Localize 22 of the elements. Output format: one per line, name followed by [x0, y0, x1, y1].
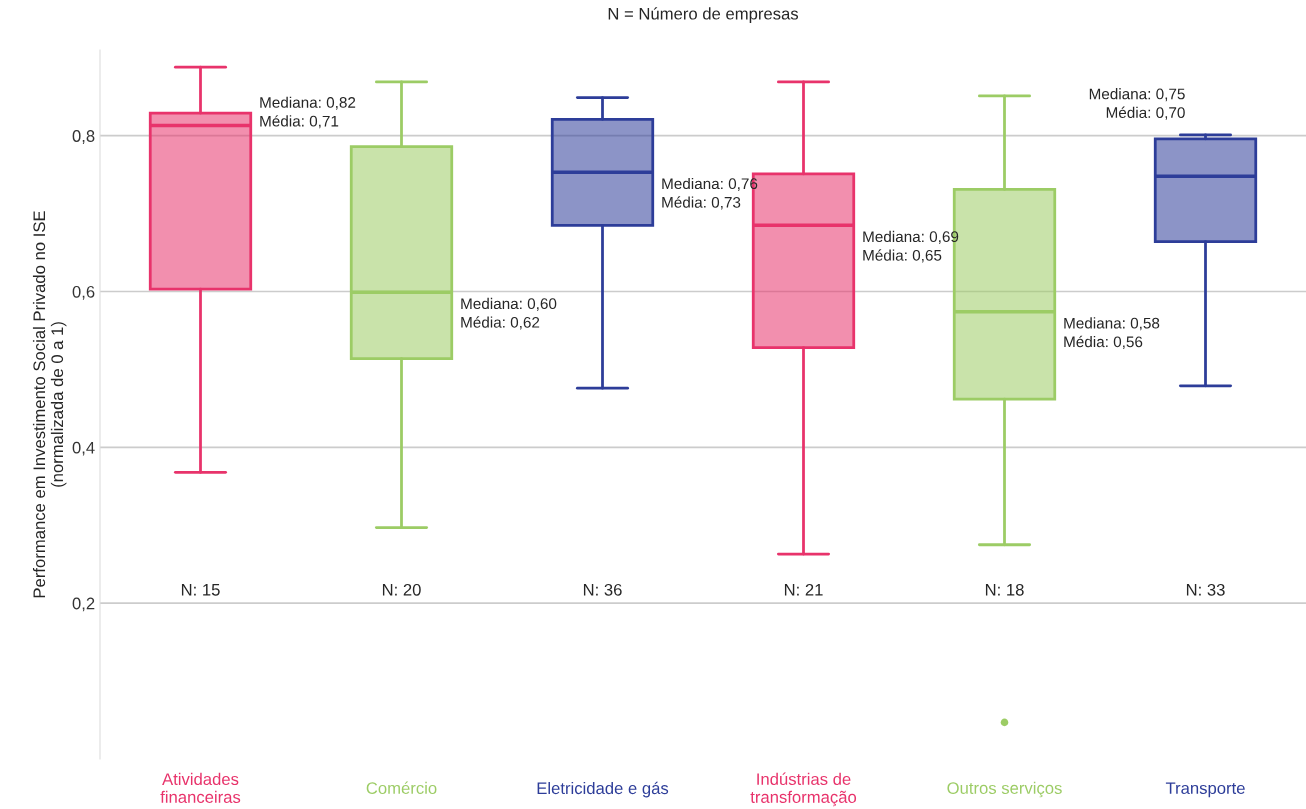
- annotation: N: 15: [181, 584, 220, 596]
- annotation: Mediana: 0,58 Média: 0,56: [1064, 317, 1160, 350]
- y-tick-label: 0,6: [72, 285, 95, 300]
- x-tick-label: Eletricidade e gás: [537, 781, 669, 798]
- annotation: Mediana: 0,60 Média: 0,62: [461, 297, 557, 330]
- x-tick-label: Transporte: [1165, 782, 1245, 798]
- annotation: N: 33: [1186, 583, 1225, 596]
- x-tick-label: Atividades financeiras: [160, 772, 241, 804]
- y-tick-label: 0,2: [72, 597, 95, 612]
- y-tick-label: 0,8: [72, 130, 95, 144]
- y-axis-title: Performance em Investimento Social Privado no ISE (normalizada de 0 a 1): [32, 211, 67, 598]
- annotation: N: 20: [382, 583, 421, 596]
- x-tick-label: Comércio: [366, 781, 437, 795]
- annotation: Mediana: 0,82 Média: 0,71: [260, 96, 356, 129]
- y-tick-label: 0,4: [72, 441, 95, 456]
- annotation: N: 21: [784, 583, 823, 596]
- x-tick-label: Outros serviços: [947, 781, 1062, 798]
- x-tick-label: Indústrias de transformação: [750, 772, 857, 807]
- chart-title: N = Número de empresas: [608, 7, 799, 23]
- annotation: Mediana: 0,75 Média: 0,70: [1089, 88, 1185, 120]
- annotation: N: 36: [583, 583, 622, 596]
- annotation: N: 18: [985, 583, 1024, 596]
